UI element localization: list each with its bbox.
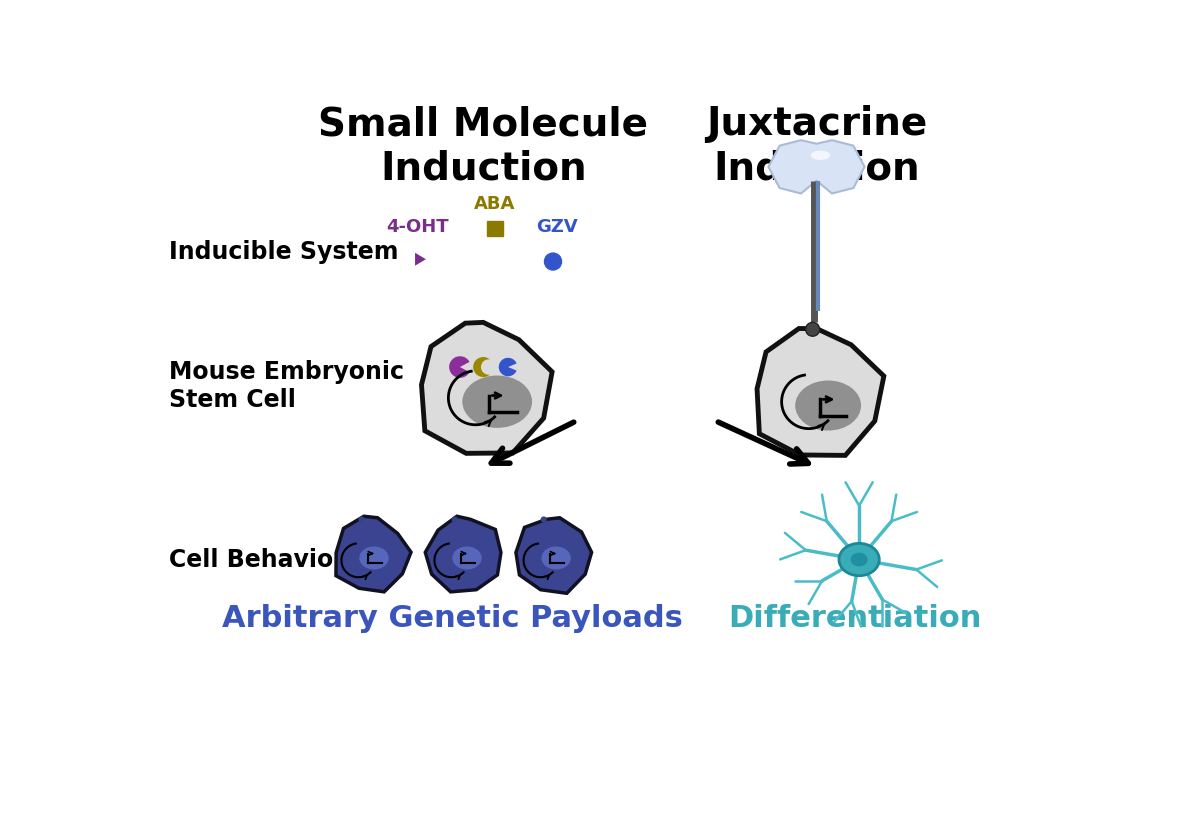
Polygon shape — [415, 253, 426, 265]
Text: Juxtacrine
Induction: Juxtacrine Induction — [706, 105, 928, 187]
Ellipse shape — [359, 547, 389, 570]
Text: Differentiation: Differentiation — [728, 604, 982, 633]
Ellipse shape — [452, 547, 481, 570]
Ellipse shape — [462, 375, 532, 428]
Text: Arbitrary Genetic Payloads: Arbitrary Genetic Payloads — [222, 604, 683, 633]
Polygon shape — [421, 322, 552, 453]
Text: Inducible System: Inducible System — [169, 240, 398, 264]
Text: Cell Behavior: Cell Behavior — [169, 547, 346, 572]
Circle shape — [805, 322, 820, 336]
Ellipse shape — [839, 543, 880, 576]
Polygon shape — [449, 356, 469, 378]
Polygon shape — [425, 516, 500, 592]
Polygon shape — [499, 358, 517, 376]
Text: ABA: ABA — [474, 195, 516, 213]
Bar — [487, 220, 503, 236]
Polygon shape — [516, 518, 592, 593]
Ellipse shape — [541, 547, 571, 570]
Text: Small Molecule
Induction: Small Molecule Induction — [318, 105, 648, 187]
Ellipse shape — [811, 151, 830, 160]
Circle shape — [545, 253, 562, 270]
Text: Mouse Embryonic
Stem Cell: Mouse Embryonic Stem Cell — [169, 360, 404, 412]
Polygon shape — [757, 329, 884, 455]
Ellipse shape — [851, 552, 868, 567]
Polygon shape — [336, 516, 412, 592]
Circle shape — [541, 517, 547, 522]
Circle shape — [451, 517, 457, 522]
Circle shape — [481, 359, 497, 374]
Ellipse shape — [796, 380, 862, 430]
Polygon shape — [768, 140, 864, 194]
Circle shape — [359, 517, 365, 522]
Circle shape — [473, 357, 493, 377]
Text: 4-OHT: 4-OHT — [386, 218, 449, 236]
Text: GZV: GZV — [536, 218, 577, 236]
